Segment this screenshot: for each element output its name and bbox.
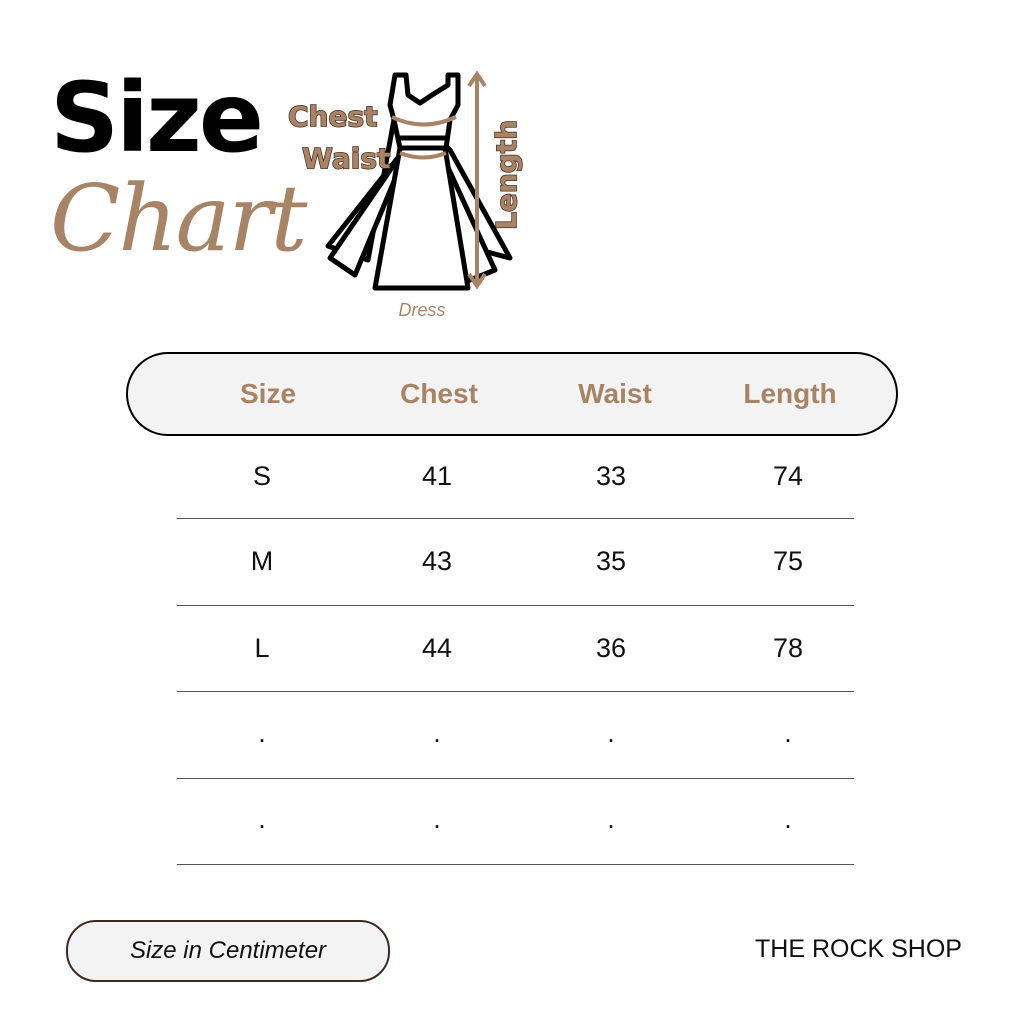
cell-chest: 44 xyxy=(421,633,453,663)
header-waist: Waist xyxy=(578,378,652,409)
cell-size: M xyxy=(250,546,274,576)
cell-chest: 43 xyxy=(421,546,453,576)
row-divider xyxy=(177,605,854,606)
cell-waist: 36 xyxy=(595,633,627,663)
cell-waist: . xyxy=(607,804,615,834)
title-size: Size xyxy=(50,62,264,174)
title-chart: Chart xyxy=(50,165,307,272)
length-label: Length xyxy=(490,120,523,230)
cell-length: 78 xyxy=(772,633,804,663)
cell-waist: 35 xyxy=(595,546,627,576)
row-divider xyxy=(177,691,854,692)
cell-length: 75 xyxy=(772,546,804,576)
row-divider xyxy=(177,778,854,779)
cell-size: . xyxy=(258,718,266,748)
cell-chest: . xyxy=(433,804,441,834)
brand-name: THE ROCK SHOP xyxy=(755,935,962,963)
unit-note: Size in Centimeter xyxy=(66,920,390,982)
cell-size: L xyxy=(254,633,270,663)
cell-length: . xyxy=(784,804,792,834)
dress-diagram: Chest Waist Length xyxy=(287,70,524,291)
row-divider xyxy=(177,864,854,865)
cell-chest: 41 xyxy=(421,461,453,491)
waist-label: Waist xyxy=(302,142,390,175)
dress-caption: Dress xyxy=(398,300,446,320)
chest-label: Chest xyxy=(288,100,378,133)
header-size: Size xyxy=(239,378,297,409)
cell-waist: . xyxy=(607,718,615,748)
cell-length: . xyxy=(784,718,792,748)
cell-chest: . xyxy=(433,718,441,748)
header-chest: Chest xyxy=(400,378,478,409)
cell-size: . xyxy=(258,804,266,834)
header-length: Length xyxy=(743,378,837,409)
table-header: Size Chest Waist Length xyxy=(126,352,898,436)
cell-size: S xyxy=(252,461,271,491)
cell-length: 74 xyxy=(772,461,804,491)
measure-arrows-icon xyxy=(391,70,487,290)
row-divider xyxy=(177,518,854,519)
dress-outline-icon xyxy=(325,72,513,291)
cell-waist: 33 xyxy=(595,461,627,491)
